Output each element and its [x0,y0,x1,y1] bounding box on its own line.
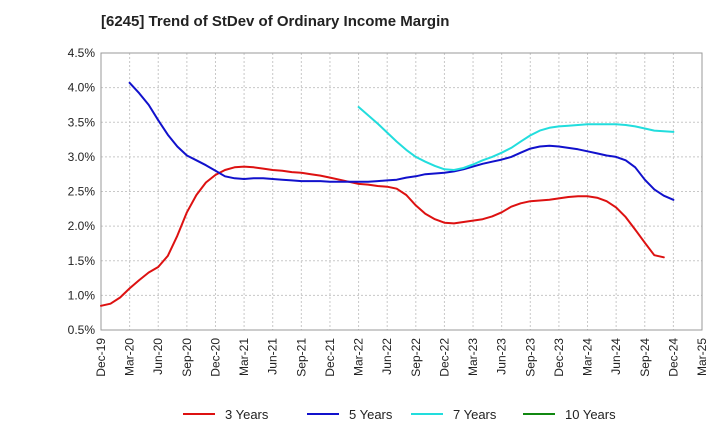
x-tick-label: Mar-20 [123,338,137,376]
series-line-7-years [357,106,675,171]
y-tick-label: 4.0% [68,81,96,95]
series-line-3-years [100,165,665,307]
chart-title: [6245] Trend of StDev of Ordinary Income… [101,13,449,30]
x-tick-label: Dec-21 [323,338,337,377]
x-tick-label: Sep-20 [180,338,194,377]
y-tick-label: 4.5% [68,46,96,60]
legend-label: 5 Years [349,407,393,422]
x-tick-label: Dec-23 [552,338,566,377]
legend-label: 7 Years [453,407,497,422]
x-tick-label: Jun-21 [266,338,280,375]
x-tick-label: Mar-23 [466,338,480,376]
x-tick-label: Dec-22 [437,338,451,377]
x-tick-label: Sep-22 [409,338,423,377]
x-tick-label: Jun-23 [495,338,509,375]
y-axis-ticks: 0.5% 1.0% 1.5% 2.0% 2.5% 3.0% 3.5% 4.0% 4.5% [68,46,96,337]
y-tick-label: 2.0% [68,219,96,233]
x-tick-label: Mar-21 [237,338,251,376]
x-tick-label: Jun-20 [151,338,165,375]
plot-area [100,52,703,331]
legend-label: 10 Years [565,407,616,422]
x-tick-label: Sep-21 [294,338,308,377]
x-axis-ticks: Dec-19 Mar-20 Jun-20 Sep-20 Dec-20 Mar-21 Jun-… [94,338,709,377]
legend: 3 Years 5 Years 7 Years 10 Years [183,407,616,422]
legend-label: 3 Years [225,407,269,422]
x-tick-label: Dec-19 [94,338,108,377]
y-tick-label: 1.5% [68,254,96,268]
series-line-5-years [128,81,675,201]
x-tick-label: Sep-23 [523,338,537,377]
x-tick-label: Mar-22 [352,338,366,376]
x-tick-label: Sep-24 [638,338,652,377]
x-tick-label: Mar-25 [695,338,709,376]
y-tick-label: 1.0% [68,288,96,302]
x-tick-label: Dec-24 [666,338,680,377]
series-lines [100,81,675,307]
y-tick-label: 3.0% [68,150,96,164]
y-tick-label: 3.5% [68,115,96,129]
x-tick-label: Jun-24 [609,338,623,375]
y-tick-label: 2.5% [68,185,96,199]
x-tick-label: Dec-20 [208,338,222,377]
y-tick-label: 0.5% [68,323,96,337]
x-tick-label: Jun-22 [380,338,394,375]
x-tick-label: Mar-24 [581,338,595,376]
